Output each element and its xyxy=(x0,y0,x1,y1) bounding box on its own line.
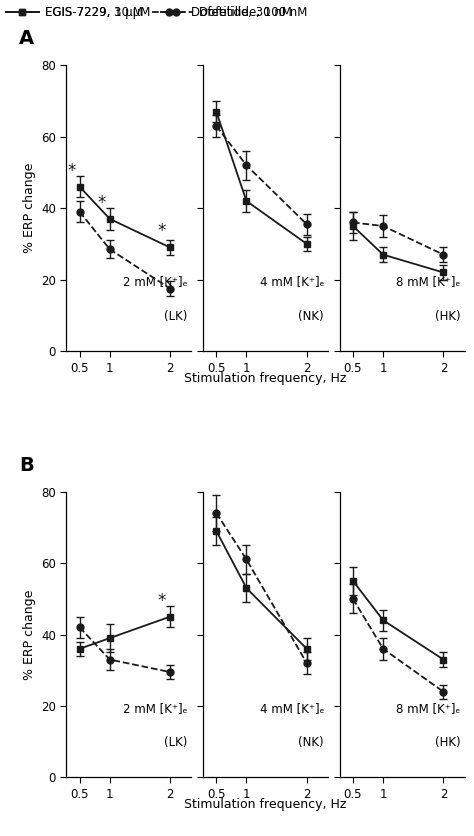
Text: *: * xyxy=(157,592,166,609)
Text: 2 mM [K⁺]ₑ: 2 mM [K⁺]ₑ xyxy=(123,701,187,715)
Text: (NK): (NK) xyxy=(299,309,324,323)
Text: Stimulation frequency, Hz: Stimulation frequency, Hz xyxy=(184,372,346,385)
Text: Stimulation frequency, Hz: Stimulation frequency, Hz xyxy=(184,798,346,812)
Text: 4 mM [K⁺]ₑ: 4 mM [K⁺]ₑ xyxy=(260,275,324,288)
Text: *: * xyxy=(67,161,75,180)
Legend: EGIS-7229, 10 μM, Dofetilide, 100 nM: EGIS-7229, 10 μM, Dofetilide, 100 nM xyxy=(6,6,307,19)
Text: B: B xyxy=(19,456,34,475)
Text: 8 mM [K⁺]ₑ: 8 mM [K⁺]ₑ xyxy=(396,275,461,288)
Text: *: * xyxy=(97,194,106,212)
Text: A: A xyxy=(19,29,34,48)
Text: 4 mM [K⁺]ₑ: 4 mM [K⁺]ₑ xyxy=(260,701,324,715)
Y-axis label: % ERP change: % ERP change xyxy=(22,163,36,253)
Text: 2 mM [K⁺]ₑ: 2 mM [K⁺]ₑ xyxy=(123,275,187,288)
Text: (LK): (LK) xyxy=(164,309,187,323)
Y-axis label: % ERP change: % ERP change xyxy=(22,589,36,680)
Text: (HK): (HK) xyxy=(435,736,461,749)
Legend: EGIS-7229, 3 μM, Dofetilide, 30 nM: EGIS-7229, 3 μM, Dofetilide, 30 nM xyxy=(6,6,292,19)
Text: (HK): (HK) xyxy=(435,309,461,323)
Text: (LK): (LK) xyxy=(164,736,187,749)
Text: (NK): (NK) xyxy=(299,736,324,749)
Text: *: * xyxy=(157,222,166,240)
Text: 8 mM [K⁺]ₑ: 8 mM [K⁺]ₑ xyxy=(396,701,461,715)
